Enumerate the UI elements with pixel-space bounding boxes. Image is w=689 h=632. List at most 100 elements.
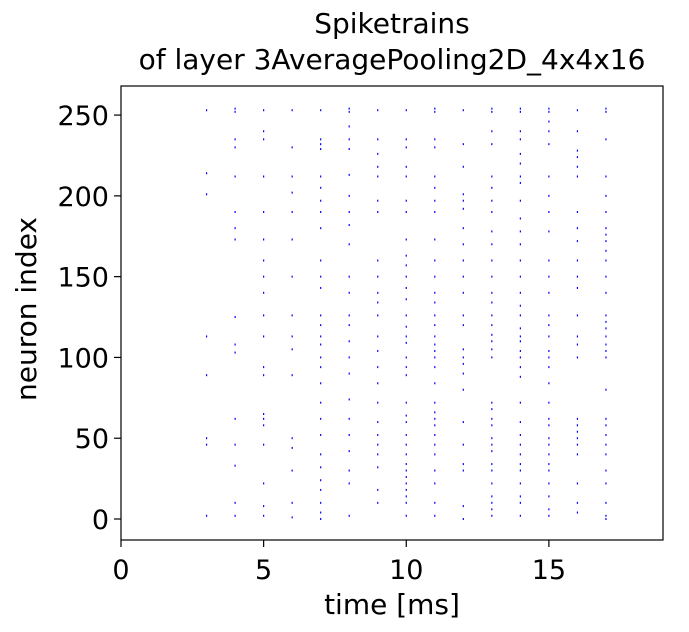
spike-marker bbox=[405, 488, 407, 491]
spike-marker bbox=[234, 501, 236, 504]
spike-marker bbox=[405, 254, 407, 257]
spike-marker bbox=[576, 437, 579, 440]
spike-marker bbox=[377, 291, 379, 294]
spike-marker bbox=[320, 466, 322, 469]
spike-marker bbox=[605, 138, 607, 141]
spike-marker bbox=[320, 199, 322, 202]
spike-marker bbox=[548, 275, 550, 278]
spike-marker bbox=[462, 143, 464, 146]
spike-marker bbox=[434, 275, 436, 278]
spike-marker bbox=[576, 240, 579, 243]
spike-marker bbox=[519, 356, 521, 359]
spike-marker bbox=[348, 314, 350, 317]
spike-marker bbox=[320, 138, 322, 141]
spike-marker bbox=[234, 351, 236, 354]
spike-marker bbox=[605, 518, 607, 520]
spike-marker bbox=[291, 446, 293, 449]
spike-marker bbox=[434, 291, 436, 294]
spike-marker bbox=[291, 348, 293, 351]
spike-marker bbox=[234, 138, 236, 141]
spike-marker bbox=[462, 518, 464, 520]
spike-marker bbox=[491, 199, 493, 202]
spike-marker bbox=[548, 143, 550, 146]
spike-marker bbox=[519, 314, 521, 317]
spike-marker bbox=[548, 324, 550, 327]
spike-marker bbox=[234, 227, 236, 230]
spike-marker bbox=[263, 314, 265, 317]
spike-marker bbox=[348, 417, 350, 420]
spike-marker bbox=[291, 469, 293, 472]
spike-marker bbox=[605, 314, 607, 317]
spike-marker bbox=[519, 443, 521, 446]
spike-marker bbox=[605, 275, 607, 278]
spike-marker bbox=[605, 388, 607, 391]
spike-marker bbox=[491, 107, 493, 110]
y-axis-label: neuron index bbox=[10, 217, 43, 401]
spike-marker bbox=[234, 110, 236, 113]
spike-marker bbox=[234, 417, 236, 420]
spike-marker bbox=[348, 125, 350, 128]
spike-marker bbox=[263, 482, 265, 485]
spike-marker bbox=[548, 110, 550, 113]
spike-marker bbox=[377, 349, 379, 352]
x-tick-label: 15 bbox=[532, 555, 566, 586]
spike-marker bbox=[491, 463, 493, 466]
spike-marker bbox=[291, 335, 293, 338]
spike-marker bbox=[519, 275, 521, 278]
spike-marker bbox=[434, 138, 436, 141]
spike-marker bbox=[576, 175, 579, 178]
spike-marker bbox=[348, 324, 350, 327]
spike-marker bbox=[605, 443, 607, 446]
spike-marker bbox=[405, 475, 407, 478]
spike-marker bbox=[605, 249, 607, 252]
spike-marker bbox=[434, 411, 436, 414]
spike-marker bbox=[348, 398, 350, 401]
spike-marker bbox=[377, 275, 379, 278]
spike-marker bbox=[548, 424, 550, 427]
spike-marker bbox=[519, 259, 521, 262]
spike-marker bbox=[405, 264, 407, 267]
spike-marker bbox=[491, 514, 493, 517]
spike-marker bbox=[434, 175, 436, 178]
spike-marker bbox=[519, 463, 521, 466]
spike-marker bbox=[348, 514, 350, 517]
spike-marker bbox=[434, 335, 436, 338]
spike-marker bbox=[377, 488, 379, 491]
spike-marker bbox=[320, 143, 322, 146]
spike-marker bbox=[519, 243, 521, 246]
spike-marker bbox=[377, 165, 379, 168]
spike-marker bbox=[405, 495, 407, 498]
y-axis: 0 50 100 150 200 250 bbox=[57, 101, 121, 536]
spike-marker bbox=[491, 424, 493, 427]
spike-marker bbox=[320, 479, 322, 482]
spike-marker bbox=[576, 109, 579, 112]
spike-marker bbox=[548, 314, 550, 317]
spike-marker bbox=[491, 175, 493, 178]
spike-marker bbox=[205, 514, 208, 517]
spike-marker bbox=[348, 148, 350, 151]
spike-marker bbox=[320, 501, 322, 504]
spike-marker bbox=[548, 259, 550, 262]
spike-marker bbox=[605, 110, 607, 113]
spike-marker bbox=[548, 366, 550, 369]
spike-marker bbox=[405, 443, 407, 446]
spike-marker bbox=[605, 194, 607, 197]
spike-marker bbox=[434, 301, 436, 304]
spike-marker bbox=[405, 298, 407, 301]
spike-marker bbox=[377, 421, 379, 424]
spike-marker bbox=[234, 464, 236, 467]
spike-marker bbox=[491, 495, 493, 498]
spike-marker bbox=[434, 314, 436, 317]
spike-marker bbox=[434, 453, 436, 456]
spike-marker bbox=[462, 109, 464, 112]
spike-marker bbox=[605, 433, 607, 436]
spike-marker bbox=[576, 227, 579, 230]
spike-marker bbox=[605, 424, 607, 427]
spike-marker bbox=[320, 433, 322, 436]
spike-marker bbox=[205, 193, 208, 196]
spike-marker bbox=[491, 437, 493, 440]
spike-marker bbox=[405, 138, 407, 141]
spike-marker bbox=[348, 138, 350, 141]
spike-marker bbox=[548, 382, 550, 385]
